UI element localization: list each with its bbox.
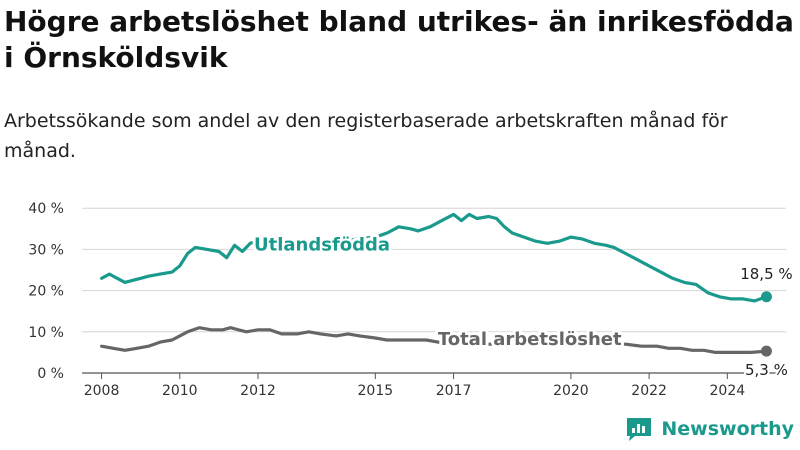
x-tick-label: 2015 xyxy=(358,383,394,399)
y-tick-label: 10 % xyxy=(28,325,64,341)
chart-subtitle: Arbetssökande som andel av den registerb… xyxy=(4,110,728,162)
x-tick-label: 2020 xyxy=(553,383,589,399)
x-tick-label: 2022 xyxy=(631,383,667,399)
x-tick-label: 2017 xyxy=(436,383,472,399)
y-tick-label: 40 % xyxy=(28,201,64,217)
brand: Newsworthy xyxy=(625,416,794,442)
series-label-total: Total arbetslöshet xyxy=(438,329,622,350)
y-tick-label: 0 % xyxy=(37,366,64,382)
series-label-utlandsfodda: Utlandsfödda xyxy=(254,234,390,255)
brand-name: Newsworthy xyxy=(661,418,794,440)
newsworthy-logo-icon xyxy=(627,418,652,441)
end-point-utlandsfodda xyxy=(760,291,772,303)
chart-title: Högre arbetslöshet bland utrikes- än inr… xyxy=(4,5,794,74)
end-value-label-total: 5,3 % xyxy=(745,361,788,379)
y-tick-label: 20 % xyxy=(28,284,64,300)
x-tick-label: 2008 xyxy=(84,383,120,399)
x-tick-label: 2012 xyxy=(240,383,276,399)
x-tick-label: 2010 xyxy=(162,383,198,399)
end-value-label-utlandsfodda: 18,5 % xyxy=(740,265,792,283)
series-layer xyxy=(100,212,772,357)
label-layer: Utlandsfödda Total arbetslöshet 18,5 % 5,3 … xyxy=(251,231,795,381)
series-line-utlandsfodda xyxy=(100,212,768,303)
x-tick-label: 2024 xyxy=(710,383,746,399)
end-point-total xyxy=(760,345,772,357)
line-chart: 0 % 10 % 20 % 30 % 40 % 2008 2010 2012 2015 2017 2… xyxy=(28,201,795,399)
series-line-total xyxy=(100,326,768,354)
axis-layer: 0 % 10 % 20 % 30 % 40 % 2008 2010 2012 2015 2017 2… xyxy=(28,201,745,399)
y-tick-label: 30 % xyxy=(28,242,64,258)
